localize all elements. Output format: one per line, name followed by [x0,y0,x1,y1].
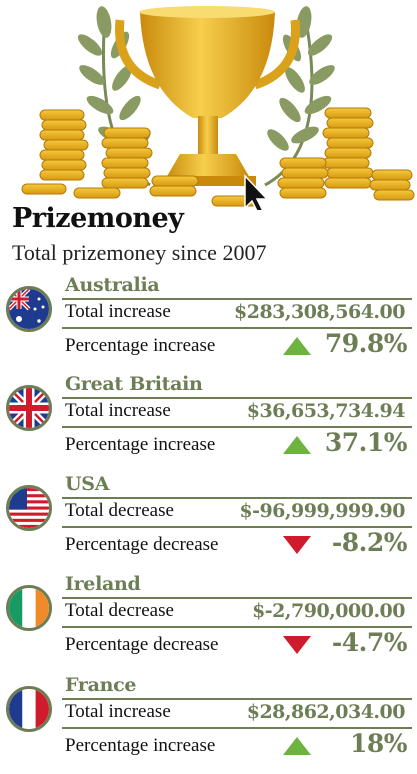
divider [62,497,412,499]
percentage-label: Percentage decrease [65,534,219,555]
total-value: $-2,790,000.00 [252,600,405,622]
country-section-great-britain: Great Britain Total increase $36,653,734… [0,373,417,473]
mouse-cursor-icon [244,174,269,210]
divider [62,426,412,428]
divider [62,597,412,599]
total-label: Total increase [65,301,171,322]
flag-france-icon [6,686,52,732]
percentage-value: 79.8% [324,329,408,358]
total-label: Total decrease [65,500,174,521]
percentage-label: Percentage increase [65,335,216,356]
flag-great-britain-icon [6,385,52,431]
percentage-value: 37.1% [324,428,408,457]
percentage-value: -8.2% [331,528,408,557]
percentage-value: -4.7% [331,628,408,657]
flag-australia-icon [6,286,52,332]
flag-ireland-icon [6,585,52,631]
page-title: Prizemoney [12,203,184,234]
divider [62,397,412,399]
divider [62,526,412,528]
divider [62,298,412,300]
total-label: Total increase [65,400,171,421]
total-value: $-96,999,999.90 [239,500,405,522]
country-name: Great Britain [65,373,203,395]
country-section-usa: USA Total decrease $-96,999,999.90 Perce… [0,473,417,573]
country-name: Australia [65,274,160,296]
trophy-icon [115,6,300,186]
percentage-label: Percentage increase [65,735,216,756]
page-subtitle: Total prizemoney since 2007 [12,240,267,265]
total-value: $283,308,564.00 [234,301,406,323]
country-section-ireland: Ireland Total decrease $-2,790,000.00 Pe… [0,573,417,673]
hero-illustration [21,6,415,210]
percentage-label: Percentage increase [65,434,216,455]
percentage-label: Percentage decrease [65,634,219,655]
divider [62,327,412,329]
total-label: Total increase [65,701,171,722]
divider [62,698,412,700]
country-name: USA [65,473,110,495]
country-section-france: France Total increase $28,862,034.00 Per… [0,674,417,774]
country-name: Ireland [65,573,141,595]
percentage-value: 18% [349,729,408,758]
country-section-australia: Australia Total increase $283,308,564.00… [0,274,417,374]
total-label: Total decrease [65,600,174,621]
country-name: France [65,674,137,696]
coin-stack-icon [21,107,415,207]
up-arrow-icon [283,737,311,755]
down-arrow-icon [283,636,311,654]
up-arrow-icon [283,436,311,454]
down-arrow-icon [283,536,311,554]
total-value: $36,653,734.94 [246,400,406,422]
up-arrow-icon [283,337,311,355]
flag-usa-icon [6,485,52,531]
total-value: $28,862,034.00 [246,701,406,723]
divider [62,626,412,628]
divider [62,727,412,729]
